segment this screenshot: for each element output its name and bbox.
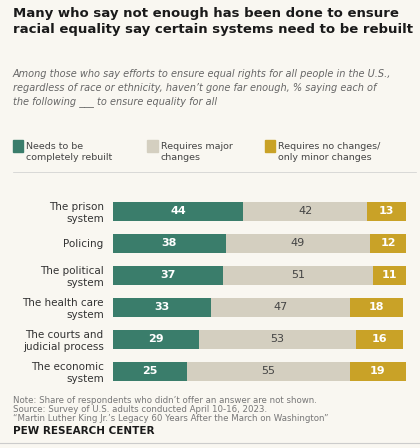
- Bar: [368, 202, 406, 221]
- Text: Among those who say efforts to ensure equal rights for all people in the U.S.,
r: Among those who say efforts to ensure eq…: [13, 69, 391, 107]
- Text: 47: 47: [273, 302, 287, 312]
- Bar: [113, 266, 223, 285]
- Text: 38: 38: [162, 238, 177, 248]
- Bar: [113, 330, 199, 349]
- Text: 53: 53: [270, 334, 284, 344]
- Text: 55: 55: [261, 366, 276, 376]
- Bar: [373, 266, 406, 285]
- Text: 37: 37: [160, 270, 176, 280]
- Text: “Martin Luther King Jr.’s Legacy 60 Years After the March on Washington”: “Martin Luther King Jr.’s Legacy 60 Year…: [13, 414, 328, 423]
- Bar: [211, 297, 349, 317]
- Bar: [355, 330, 403, 349]
- Bar: [113, 233, 226, 253]
- Text: 13: 13: [379, 206, 394, 216]
- Bar: [349, 297, 403, 317]
- Bar: [370, 233, 406, 253]
- Text: Needs to be
completely rebuilt: Needs to be completely rebuilt: [26, 142, 113, 162]
- Text: 16: 16: [371, 334, 387, 344]
- Bar: [199, 330, 355, 349]
- Text: 18: 18: [368, 302, 384, 312]
- Bar: [113, 202, 243, 221]
- Bar: [113, 297, 211, 317]
- Text: 51: 51: [291, 270, 305, 280]
- Text: Source: Survey of U.S. adults conducted April 10-16, 2023.: Source: Survey of U.S. adults conducted …: [13, 405, 267, 414]
- Text: 33: 33: [155, 302, 170, 312]
- Bar: [349, 362, 406, 381]
- Text: 25: 25: [143, 366, 158, 376]
- Text: PEW RESEARCH CENTER: PEW RESEARCH CENTER: [13, 426, 154, 436]
- Text: Note: Share of respondents who didn’t offer an answer are not shown.: Note: Share of respondents who didn’t of…: [13, 396, 317, 405]
- Bar: [187, 362, 349, 381]
- Bar: [223, 266, 373, 285]
- Text: 49: 49: [291, 238, 305, 248]
- Bar: [243, 202, 368, 221]
- Bar: [113, 362, 187, 381]
- Text: 12: 12: [380, 238, 396, 248]
- Text: 44: 44: [171, 206, 186, 216]
- Text: 29: 29: [148, 334, 164, 344]
- Text: 42: 42: [298, 206, 312, 216]
- Text: 19: 19: [370, 366, 386, 376]
- Text: Requires no changes/
only minor changes: Requires no changes/ only minor changes: [278, 142, 381, 162]
- Text: 11: 11: [382, 270, 397, 280]
- Bar: [226, 233, 370, 253]
- Text: Requires major
changes: Requires major changes: [161, 142, 233, 162]
- Text: Many who say not enough has been done to ensure
racial equality say certain syst: Many who say not enough has been done to…: [13, 7, 412, 36]
